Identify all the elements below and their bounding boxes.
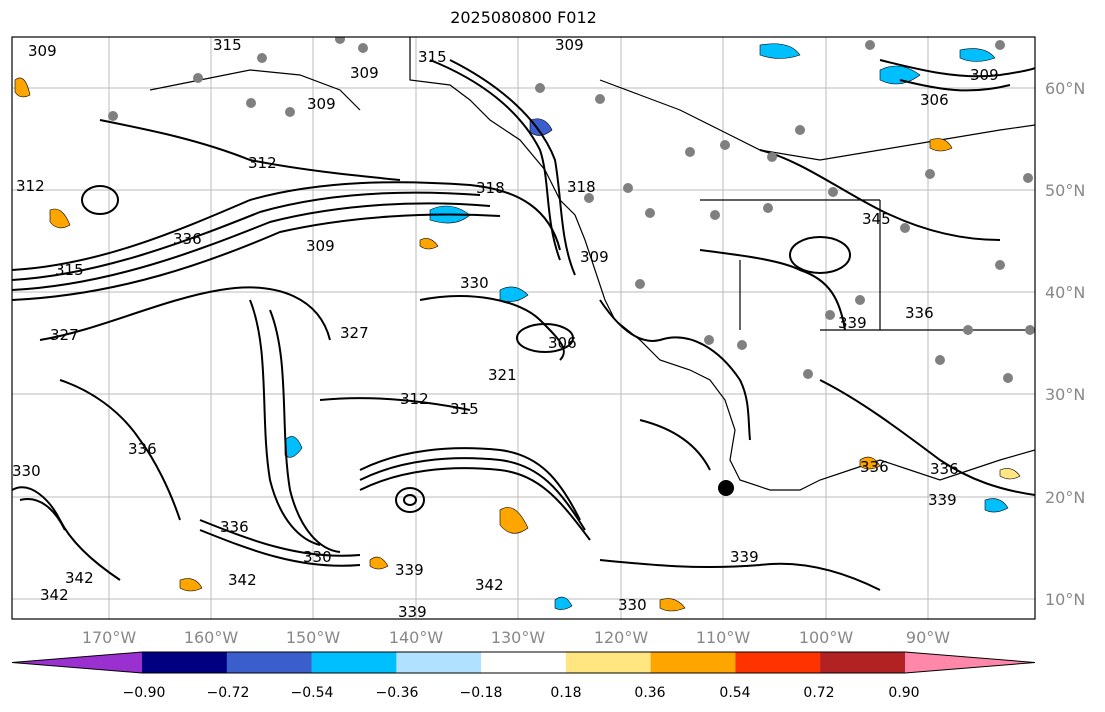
colorbar-outline	[11, 651, 1036, 674]
contour-label: 336	[860, 458, 889, 476]
contour-label: 339	[398, 603, 427, 621]
colorbar-tick-label: −0.90	[123, 685, 166, 701]
colorbar-tick-label: 0.72	[803, 685, 834, 701]
contour-label: 327	[340, 324, 369, 342]
contour-label: 315	[450, 400, 479, 418]
colorbar-tick-label: −0.18	[460, 685, 503, 701]
contour-label: 342	[228, 571, 257, 589]
contour-label: 309	[306, 237, 335, 255]
lat-label: 60°N	[1045, 79, 1085, 98]
contour-label: 306	[548, 334, 577, 352]
colorbar-tick-label: −0.36	[376, 685, 419, 701]
contour-label: 336	[220, 518, 249, 536]
colorbar-tick-label: −0.72	[207, 685, 250, 701]
colorbar-ticks: −0.90 −0.72 −0.54 −0.36 −0.18 0.18 0.36 …	[123, 685, 920, 701]
tropical-low-marker	[718, 480, 734, 496]
contour-label: 330	[12, 462, 41, 480]
colorbar-tick-label: 0.54	[719, 685, 750, 701]
contour-label: 321	[488, 366, 517, 384]
contour-label: 309	[307, 95, 336, 113]
contour-label: 309	[28, 42, 57, 60]
contour-label: 339	[928, 491, 957, 509]
contour-label: 327	[50, 326, 79, 344]
contour-label: 336	[173, 230, 202, 248]
contour-label: 312	[248, 154, 277, 172]
omega-shading	[14, 43, 1021, 612]
map-title: 2025080800 F012	[450, 8, 597, 27]
colorbar-extend-max	[905, 652, 1035, 673]
colorbar-segment	[650, 652, 736, 673]
contour-label: 309	[555, 36, 584, 54]
station-dots	[108, 37, 1035, 383]
contour-label: 312	[16, 177, 45, 195]
contour-label: 342	[40, 586, 69, 604]
contour-label: 315	[418, 48, 447, 66]
contour-label: 336	[930, 460, 959, 478]
lon-label: 150°W	[286, 628, 341, 647]
lon-label: 90°W	[906, 628, 950, 647]
colorbar	[11, 651, 1036, 674]
colorbar-tick-label: 0.36	[634, 685, 665, 701]
colorbar-segment	[396, 652, 482, 673]
closed-contours	[81, 185, 851, 513]
contour-label: 342	[65, 569, 94, 587]
colorbar-extend-min	[12, 652, 142, 673]
contour-label: 309	[970, 66, 999, 84]
lat-label: 50°N	[1045, 181, 1085, 200]
map-border	[11, 36, 1036, 620]
lon-label: 170°W	[82, 628, 137, 647]
contour-label: 318	[476, 179, 505, 197]
contour-label: 312	[400, 390, 429, 408]
contour-label: 330	[618, 596, 647, 614]
theta-contours	[12, 59, 1035, 591]
lon-label: 120°W	[594, 628, 649, 647]
contour-label: 309	[580, 248, 609, 266]
lon-label: 160°W	[184, 628, 239, 647]
graticule	[12, 37, 1035, 619]
coastline	[149, 37, 1035, 491]
colorbar-segment	[142, 652, 228, 673]
contour-labels: 309 315 315 309 309 309 306 309 312 318 …	[12, 36, 999, 621]
contour-label: 339	[730, 548, 759, 566]
lat-label: 30°N	[1045, 385, 1085, 404]
contour-label: 336	[128, 440, 157, 458]
colorbar-segment	[226, 652, 313, 673]
contour-label: 345	[862, 210, 891, 228]
colorbar-segment	[311, 652, 397, 673]
contour-label: 318	[567, 178, 596, 196]
contour-label: 339	[838, 314, 867, 332]
contour-label: 342	[475, 576, 504, 594]
lat-label: 10°N	[1045, 590, 1085, 609]
latitude-labels: 60°N 50°N 40°N 30°N 20°N 10°N	[1045, 79, 1085, 609]
lon-label: 130°W	[491, 628, 546, 647]
contour-label: 309	[350, 64, 379, 82]
colorbar-segment	[565, 652, 652, 673]
contour-label: 339	[395, 561, 424, 579]
lon-label: 110°W	[696, 628, 751, 647]
colorbar-tick-label: 0.90	[888, 685, 919, 701]
contour-label: 330	[303, 548, 332, 566]
colorbar-tick-label: −0.54	[291, 685, 334, 701]
longitude-labels: 170°W 160°W 150°W 140°W 130°W 120°W 110°…	[82, 628, 950, 647]
lon-label: 100°W	[799, 628, 854, 647]
colorbar-segment	[820, 652, 906, 673]
lat-label: 20°N	[1045, 488, 1085, 507]
contour-label: 330	[460, 274, 489, 292]
colorbar-segment	[481, 652, 567, 673]
lon-label: 140°W	[389, 628, 444, 647]
colorbar-segment	[735, 652, 821, 673]
colorbar-tick-label: 0.18	[550, 685, 581, 701]
lat-label: 40°N	[1045, 283, 1085, 302]
contour-label: 315	[213, 36, 242, 54]
contour-label: 336	[905, 304, 934, 322]
contour-label: 315	[55, 261, 84, 279]
contour-label: 306	[920, 91, 949, 109]
